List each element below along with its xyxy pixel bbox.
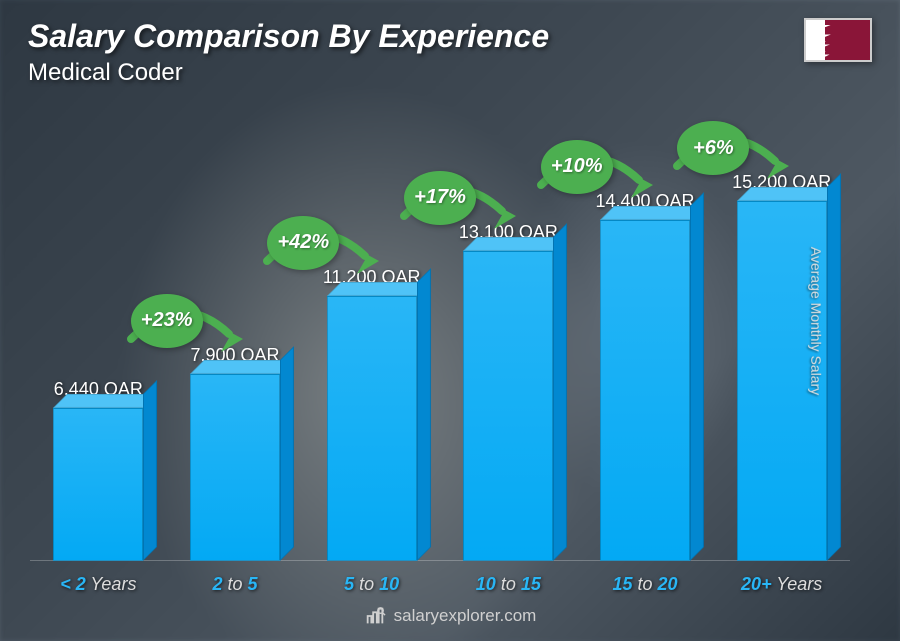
footer-site: salaryexplorer.com: [394, 606, 537, 626]
pct-increase-badge: +6%: [677, 121, 749, 175]
bar-category-label: 5 to 10: [344, 574, 399, 595]
pct-increase-badge: +17%: [404, 171, 476, 225]
bar-category-label: 10 to 15: [476, 574, 541, 595]
pct-increase-badge: +23%: [131, 294, 203, 348]
bar: [600, 220, 690, 561]
footer: salaryexplorer.com: [0, 605, 900, 627]
bar-chart: 6,440 QAR< 2 Years7,900 QAR2 to 511,200 …: [40, 120, 840, 561]
qatar-flag-icon: [804, 18, 872, 62]
header: Salary Comparison By Experience Medical …: [28, 18, 872, 87]
title-block: Salary Comparison By Experience Medical …: [28, 18, 549, 87]
bar-category-label: 2 to 5: [212, 574, 257, 595]
pct-increase-badge: +10%: [541, 140, 613, 194]
bar-category-label: 20+ Years: [741, 574, 822, 595]
bar-category-label: < 2 Years: [60, 574, 136, 595]
salaryexplorer-logo-icon: [364, 605, 386, 627]
bar-group: 7,900 QAR2 to 5: [177, 120, 294, 561]
bar: [327, 296, 417, 561]
chart-subtitle: Medical Coder: [28, 59, 549, 87]
bar-group: 14,400 QAR15 to 20: [587, 120, 704, 561]
bar: [463, 251, 553, 561]
bar: [53, 408, 143, 561]
bar-group: 6,440 QAR< 2 Years: [40, 120, 157, 561]
pct-increase-badge: +42%: [267, 216, 339, 270]
bar: [190, 374, 280, 561]
chart-title: Salary Comparison By Experience: [28, 18, 549, 55]
bar-category-label: 15 to 20: [612, 574, 677, 595]
y-axis-label: Average Monthly Salary: [808, 246, 824, 394]
